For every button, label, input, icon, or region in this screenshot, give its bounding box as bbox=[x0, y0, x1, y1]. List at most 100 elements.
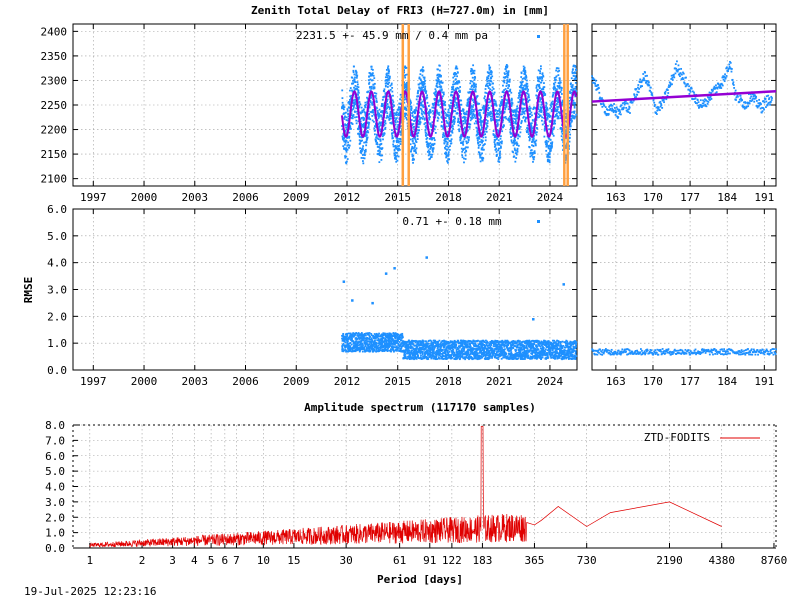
ztd-point bbox=[503, 91, 505, 94]
ztd-point bbox=[543, 86, 546, 88]
ztd-point bbox=[536, 83, 539, 86]
ztd-point bbox=[504, 88, 507, 90]
ztd-point bbox=[387, 74, 390, 77]
ztd-point bbox=[418, 122, 421, 125]
rmse-point bbox=[406, 357, 409, 360]
ztd-point bbox=[396, 126, 399, 128]
ztd-recent-point bbox=[696, 99, 699, 101]
ztd-point bbox=[405, 109, 408, 111]
ztd-point bbox=[556, 106, 559, 109]
ztd-point bbox=[378, 115, 381, 118]
ztd-point bbox=[509, 131, 512, 134]
ztd-point bbox=[383, 121, 386, 124]
ztd-point bbox=[438, 64, 441, 67]
ztd-point bbox=[555, 89, 558, 92]
ztd-point bbox=[344, 156, 347, 159]
ztd-point bbox=[360, 117, 363, 119]
ztd-point bbox=[505, 66, 508, 69]
ztd-recent-point bbox=[601, 97, 603, 100]
ztd-recent-point bbox=[751, 93, 754, 96]
ztd-point bbox=[574, 75, 577, 78]
ztd-recent-point bbox=[682, 71, 684, 74]
ztd-point bbox=[534, 107, 537, 109]
ztd-point bbox=[413, 149, 416, 152]
ztd-point bbox=[534, 131, 537, 134]
ztd-point bbox=[499, 137, 502, 140]
rmse-point bbox=[380, 340, 383, 343]
ztd-point bbox=[572, 99, 575, 102]
ztd-point bbox=[542, 88, 545, 91]
rmse-point bbox=[359, 343, 362, 345]
ztd-recent-point bbox=[592, 77, 595, 80]
rmse-point bbox=[409, 342, 412, 345]
ztd-point bbox=[485, 118, 488, 121]
ztd-point bbox=[348, 127, 351, 130]
ztd-point bbox=[572, 68, 574, 71]
ztd-point bbox=[486, 120, 489, 122]
rmse-point bbox=[359, 349, 362, 352]
ztd-point bbox=[533, 134, 535, 137]
ztd-point bbox=[381, 104, 384, 107]
ztd-recent-point bbox=[617, 109, 620, 112]
rmse-point bbox=[394, 337, 397, 340]
rmse-point bbox=[404, 351, 407, 354]
ztd-point bbox=[432, 147, 435, 149]
ztd-point bbox=[463, 113, 466, 116]
plot-frame bbox=[72, 23, 578, 187]
ztd-point bbox=[491, 89, 493, 92]
ztd-point bbox=[387, 105, 390, 108]
ztd-recent-point bbox=[604, 110, 606, 113]
ztd-point bbox=[371, 119, 374, 122]
ztd-point bbox=[343, 147, 346, 150]
ztd-point bbox=[491, 86, 494, 89]
rmse-point bbox=[341, 350, 344, 352]
ztd-recent-point bbox=[672, 75, 675, 77]
ztd-point bbox=[545, 141, 548, 144]
ztd-recent-panel: 163 170 177 184 191 bbox=[591, 23, 777, 204]
ztd-recent-point bbox=[642, 73, 645, 75]
ztd-recent-point bbox=[729, 61, 732, 64]
ztd-point bbox=[453, 120, 456, 123]
rmse-point bbox=[348, 348, 351, 351]
ztd-point bbox=[462, 110, 465, 113]
ztd-point bbox=[354, 103, 357, 106]
ztd-point bbox=[411, 123, 414, 126]
rmse-point bbox=[381, 338, 384, 341]
ztd-point bbox=[562, 100, 564, 103]
ztd-recent-point bbox=[748, 102, 751, 105]
ztd-point bbox=[356, 85, 359, 88]
ztd-point bbox=[474, 76, 477, 79]
ztd-point bbox=[453, 89, 456, 92]
ztd-point bbox=[423, 82, 426, 85]
ztd-point bbox=[444, 135, 446, 138]
rmse-point bbox=[412, 356, 415, 359]
ztd-point bbox=[492, 93, 495, 96]
ztd-point bbox=[384, 76, 387, 79]
ztd-point bbox=[496, 110, 499, 112]
ztd-point bbox=[392, 108, 395, 111]
ztd-point bbox=[405, 107, 408, 110]
ztd-point bbox=[427, 133, 430, 136]
ztd-point bbox=[426, 112, 429, 114]
ztd-point bbox=[546, 144, 548, 147]
ztd-point bbox=[550, 108, 553, 111]
ztd-recent-point bbox=[720, 87, 723, 89]
ztd-point bbox=[462, 128, 465, 130]
rmse-point bbox=[385, 346, 388, 349]
ztd-point bbox=[363, 108, 365, 111]
ztd-point bbox=[513, 127, 516, 130]
ztd-recent-point bbox=[613, 103, 615, 105]
ztd-point bbox=[394, 119, 397, 122]
ztd-point bbox=[533, 150, 536, 153]
ztd-point bbox=[369, 85, 371, 88]
rmse-point bbox=[387, 347, 389, 350]
ztd-point bbox=[515, 152, 518, 155]
rmse-point bbox=[369, 346, 372, 349]
ztd-point bbox=[372, 111, 375, 114]
ztd-point bbox=[493, 99, 496, 102]
ztd-point bbox=[519, 89, 521, 92]
x-tick-label: 2021 bbox=[486, 375, 513, 388]
rmse-point bbox=[409, 345, 412, 348]
ztd-recent-point bbox=[659, 105, 662, 108]
rmse-point bbox=[387, 342, 390, 345]
